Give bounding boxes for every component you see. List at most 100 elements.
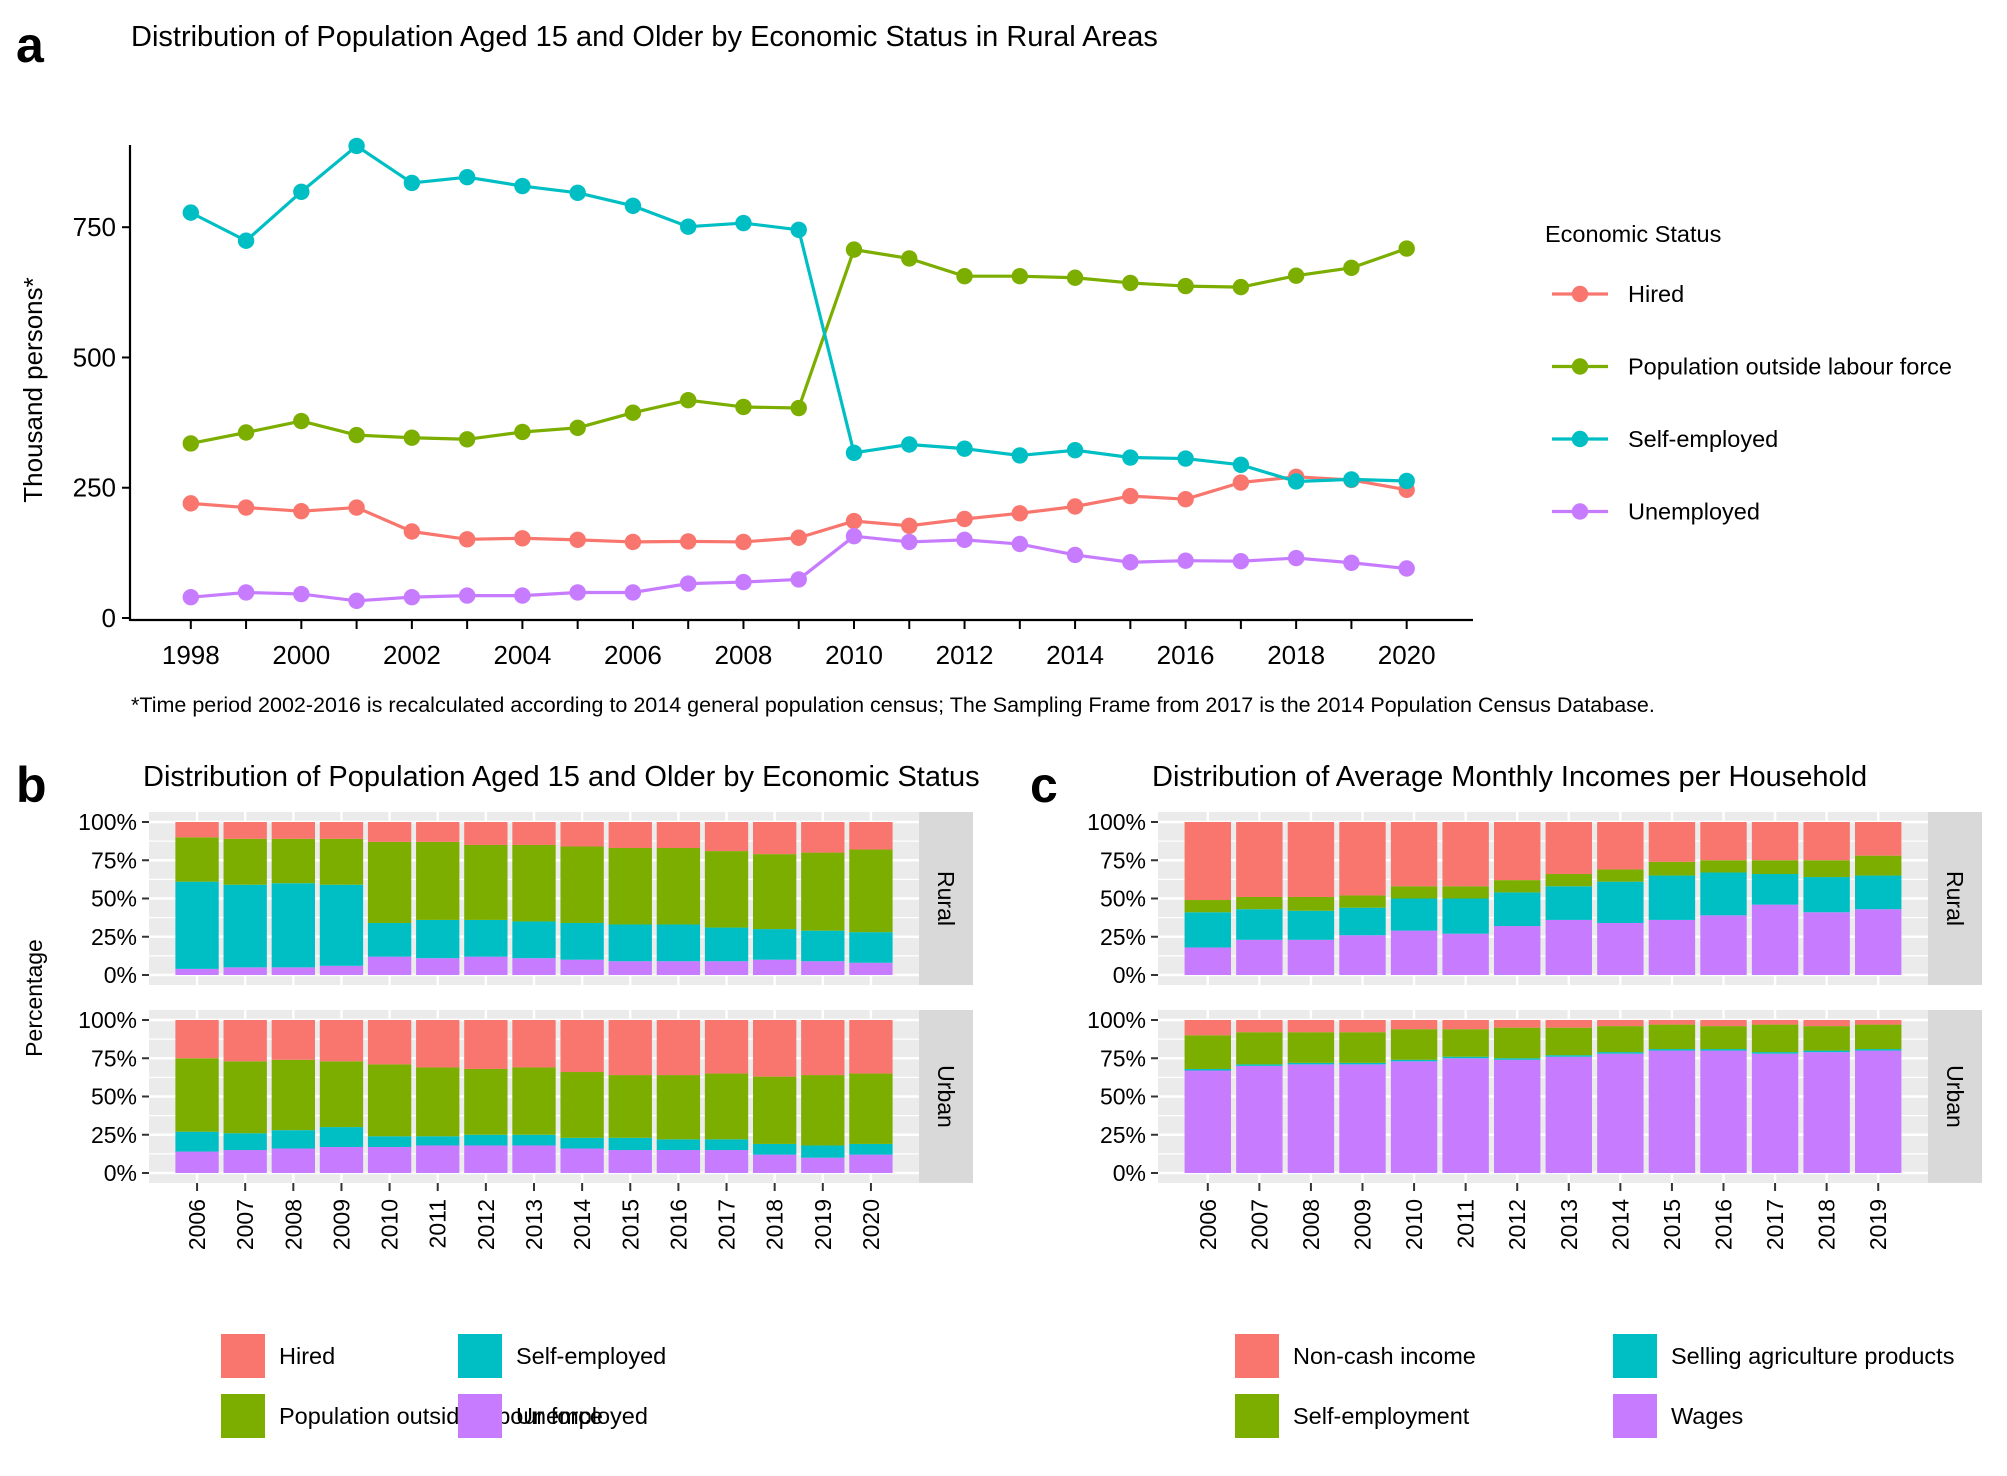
point-population-outside-labour-force [237,424,255,441]
chart-c-x-tick-label: 2011 [1453,1199,1479,1248]
legend-label-c-self-employment: Self-employment [1293,1403,1470,1429]
bar-b-rural-hired [656,822,701,849]
chart-b-strip-label-urban: Urban [933,1065,959,1128]
point-population-outside-labour-force [1287,267,1305,284]
chart-c-y-tick-label: 50% [1100,886,1146,912]
bar-c-rural-self-employment [1803,860,1850,878]
bar-c-rural-self-employment [1751,860,1799,875]
legend-label-b-unemployed: Unemployed [516,1403,648,1429]
chart-c-x-tick-label: 2018 [1814,1199,1840,1250]
bar-c-urban-non-cash-income [1751,1020,1799,1025]
bar-c-urban-non-cash-income [1803,1020,1850,1027]
bar-b-urban-unemployed [512,1145,556,1173]
bar-b-rural-self-employed [704,927,749,962]
point-hired [293,502,310,520]
chart-a-x-tick-label: 2000 [272,640,330,670]
chart-b-x-tick-label: 2013 [521,1199,547,1250]
bar-c-urban-selling-agriculture-products [1339,1062,1386,1065]
bar-b-rural-hired [849,822,893,850]
bar-c-rural-wages [1700,915,1747,975]
chart-c-y-tick-label: 75% [1100,1045,1146,1071]
chart-b-y-tick-label: 100% [78,809,137,835]
point-hired [1066,498,1084,515]
bar-b-urban-unemployed [656,1150,701,1173]
bar-b-urban-unemployed [753,1154,797,1173]
bar-b-urban-self-employed [656,1139,701,1151]
legend-label-b-self-employed: Self-employed [516,1343,666,1369]
panel-letter-a: a [16,17,45,73]
point-hired [514,530,531,547]
bar-c-urban-self-employment [1855,1024,1902,1050]
bar-c-urban-non-cash-income [1855,1020,1902,1025]
bar-b-rural-self-employed [367,922,412,957]
bar-c-rural-non-cash-income [1184,822,1231,901]
bar-b-urban-unemployed [464,1145,508,1173]
bar-c-rural-self-employment [1442,886,1489,899]
bar-c-urban-self-employment [1339,1032,1386,1063]
bar-b-urban-population-outside-labour-force [319,1061,364,1128]
bar-c-urban-self-employment [1545,1027,1592,1056]
bar-b-urban-self-employed [704,1139,749,1151]
point-unemployed [624,584,642,601]
chart-b-y-tick-label: 75% [91,1045,137,1071]
chart-b-strip-label-rural: Rural [933,871,959,926]
point-hired [624,533,642,551]
chart-b-y-tick-label: 75% [91,847,137,873]
point-unemployed [1232,553,1250,570]
chart-a-x-tick-label: 1998 [162,640,220,670]
point-population-outside-labour-force [458,431,476,448]
chart-b-y-tick-label: 0% [104,962,137,988]
bar-c-rural-selling-agriculture-products [1494,892,1541,927]
bar-b-urban-self-employed [223,1133,267,1151]
bar-b-rural-unemployed [560,959,604,975]
chart-a-y-tick-label: 250 [73,473,116,503]
bar-c-urban-non-cash-income [1597,1020,1644,1027]
bar-c-rural-wages [1751,904,1799,975]
chart-b-x-tick-label: 2018 [762,1199,788,1250]
bar-c-urban-self-employment [1700,1026,1747,1050]
bar-b-rural-population-outside-labour-force [753,854,797,930]
chart-b-x-tick-label: 2010 [377,1199,403,1250]
point-population-outside-labour-force [624,404,642,421]
bar-b-urban-self-employed [367,1136,412,1147]
chart-c-y-tick-label: 25% [1100,1122,1146,1148]
chart-c-x-tick-label: 2007 [1246,1199,1272,1250]
bar-c-urban-wages [1494,1059,1541,1173]
bar-b-rural-unemployed [367,956,412,975]
bar-b-rural-unemployed [464,956,508,975]
bar-b-rural-hired [367,822,412,842]
bar-b-urban-hired [271,1020,315,1060]
point-population-outside-labour-force [1066,269,1084,286]
bar-b-urban-self-employed [608,1137,652,1151]
point-population-outside-labour-force [1011,267,1029,285]
bar-c-rural-wages [1648,919,1696,975]
bar-c-urban-self-employment [1390,1029,1438,1060]
bar-c-urban-non-cash-income [1390,1020,1438,1030]
bar-b-urban-self-employed [512,1134,556,1146]
bar-c-urban-selling-agriculture-products [1442,1056,1489,1059]
point-self-employed [1398,472,1415,490]
chart-c-strip-rural [1928,812,1982,985]
chart-c-y-tick-label: 100% [1087,1007,1146,1033]
bar-b-rural-unemployed [223,967,267,975]
legend-label-c-non-cash-income: Non-cash income [1293,1343,1476,1369]
bar-b-urban-self-employed [175,1131,219,1152]
chart-a-y-tick-label: 500 [73,342,116,372]
point-unemployed [182,588,199,606]
bar-c-rural-wages [1236,939,1283,975]
bar-b-urban-self-employed [849,1143,893,1155]
bar-c-urban-wages [1597,1053,1644,1173]
point-population-outside-labour-force [845,241,863,258]
bar-c-urban-self-employment [1597,1026,1644,1053]
bar-c-urban-selling-agriculture-products [1751,1052,1799,1054]
bar-b-rural-unemployed [753,959,797,975]
bar-b-rural-population-outside-labour-force [319,838,364,885]
bar-c-rural-self-employment [1390,886,1438,899]
chart-b-strip-rural [919,812,973,985]
bar-b-urban-unemployed [223,1150,267,1173]
bar-c-rural-self-employment [1700,860,1747,873]
point-population-outside-labour-force [956,267,973,285]
bar-b-urban-unemployed [175,1151,219,1173]
bar-c-rural-non-cash-income [1597,822,1644,870]
point-unemployed [790,571,807,588]
